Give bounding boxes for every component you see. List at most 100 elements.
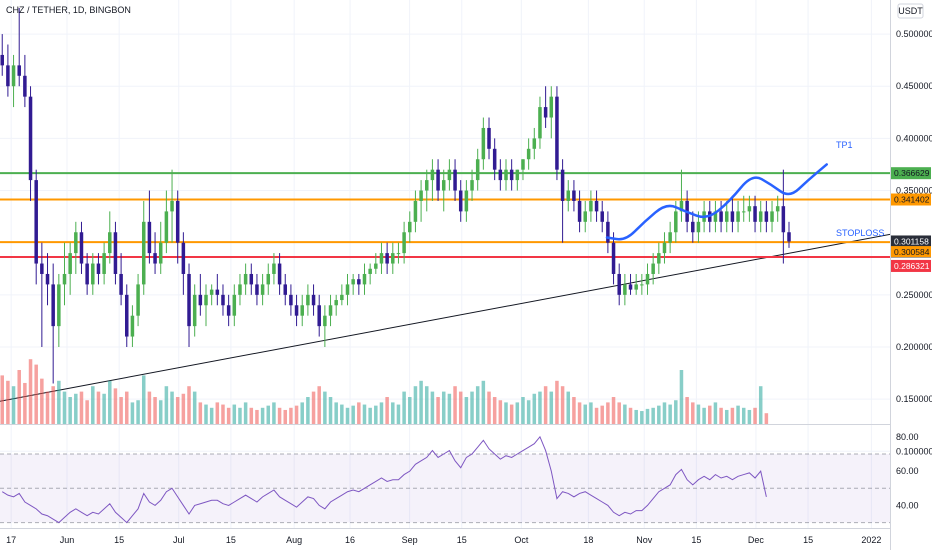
time-tick-label: Aug (286, 535, 302, 545)
volume-bar (730, 407, 735, 424)
candle-body (662, 242, 667, 254)
volume-bar (560, 386, 565, 424)
candle-body (538, 107, 542, 139)
price-tick-label: 0.450000 (896, 81, 932, 91)
volume-bar (125, 391, 129, 424)
volume-bar (345, 407, 350, 424)
candle-body (141, 221, 146, 285)
price-axis[interactable]: 0.500000 0.450000 0.400000 0.350000 0.250000… (896, 29, 932, 510)
candle-body (504, 169, 508, 181)
candle-body (238, 284, 242, 295)
volume-bar (57, 380, 61, 424)
candle-body (640, 284, 644, 286)
candle-body (28, 96, 33, 181)
grid (0, 0, 890, 528)
candle-body (623, 284, 627, 295)
candle-body (549, 96, 554, 118)
volume-bar (192, 391, 197, 424)
time-tick-label: 16 (345, 535, 355, 545)
lower-level-price-tag-bg (891, 246, 931, 258)
volume-bar (634, 409, 638, 424)
volume-bar (232, 404, 237, 424)
volume-bar (328, 397, 333, 424)
volume-bar (441, 391, 446, 424)
volume-bar (51, 386, 55, 424)
volume-bar (215, 402, 220, 424)
volume-bar (657, 405, 661, 424)
candle-body (560, 169, 565, 201)
candle-body (577, 200, 582, 222)
volume-bar (45, 391, 50, 424)
volume-bar (351, 405, 355, 424)
candle-body (532, 138, 537, 149)
candle-body (204, 294, 208, 306)
candle-body (374, 263, 378, 269)
volume-bar (447, 393, 452, 424)
candle-body (419, 190, 423, 201)
volume-bar (674, 400, 678, 424)
chart-title: CHZ / TETHER, 1D, BINGBON (6, 5, 131, 15)
volume-bar (62, 391, 67, 424)
volume-bar (413, 386, 418, 424)
upper-level-price-tag-bg (891, 193, 931, 206)
time-tick-label: 2022 (861, 535, 881, 545)
candle-body (232, 294, 237, 316)
candle-body (764, 211, 769, 222)
candle-body (283, 284, 288, 295)
time-tick-label: Jul (173, 535, 185, 545)
candle-body (555, 96, 559, 170)
candle-body (657, 253, 661, 264)
time-tick-label: Dec (748, 535, 765, 545)
candle-body (45, 273, 50, 285)
rsi-pane[interactable] (0, 435, 890, 524)
candle-body (594, 200, 599, 212)
candle-body (747, 206, 752, 212)
volume-bar (108, 380, 112, 424)
volume-bar (521, 397, 525, 424)
volume-bar (464, 397, 469, 424)
volume-bar (323, 391, 327, 424)
candle-body (249, 273, 254, 285)
candle-body (34, 180, 38, 264)
volume-bar (577, 402, 582, 424)
candle-body (74, 232, 78, 254)
time-axis[interactable]: 17 Jun 15 Jul 15 Aug 16 Sep 15 Oct 18 Nov 15 Dec 15 202… (6, 535, 881, 545)
price-tick-label: 0.350000 (896, 186, 932, 196)
candle-body (40, 263, 44, 274)
candle-body (351, 279, 355, 285)
volume-bar (736, 405, 740, 424)
candle-body (713, 211, 718, 222)
candle-body (57, 284, 61, 327)
candle-body (181, 242, 186, 274)
candle-body (147, 221, 152, 254)
volume-bar (79, 391, 84, 424)
candle-body (543, 107, 548, 118)
currency-badge[interactable] (897, 3, 924, 19)
candle-body (458, 190, 463, 212)
price-tags: 0.3666290.3414020.30115809:55:590.300584… (891, 167, 931, 272)
volume-bar (458, 391, 463, 424)
rsi-tick-label: 60.00 (896, 466, 919, 476)
volume-bar (668, 404, 672, 424)
volume-bar (396, 404, 401, 424)
projection-path (605, 163, 828, 241)
trendline-layer (0, 233, 891, 402)
candle-body (368, 268, 372, 274)
price-tick-label: 0.500000 (896, 29, 932, 39)
volume-bar (487, 391, 491, 424)
candle-body (515, 169, 520, 181)
volume-bar (430, 391, 435, 424)
volume-bar (175, 397, 180, 424)
volume-bar (391, 402, 395, 424)
volume-bar (543, 386, 548, 424)
candle-body (611, 242, 616, 274)
volume-bar (617, 402, 621, 424)
volume-bar (368, 407, 372, 424)
time-tick-label: 17 (6, 535, 16, 545)
price-candles[interactable] (0, 8, 791, 384)
time-tick-label: 18 (583, 535, 593, 545)
upper-level-price-tag-text: 0.341402 (894, 194, 930, 204)
volume-bar (289, 407, 293, 424)
volume-bar (11, 386, 16, 424)
